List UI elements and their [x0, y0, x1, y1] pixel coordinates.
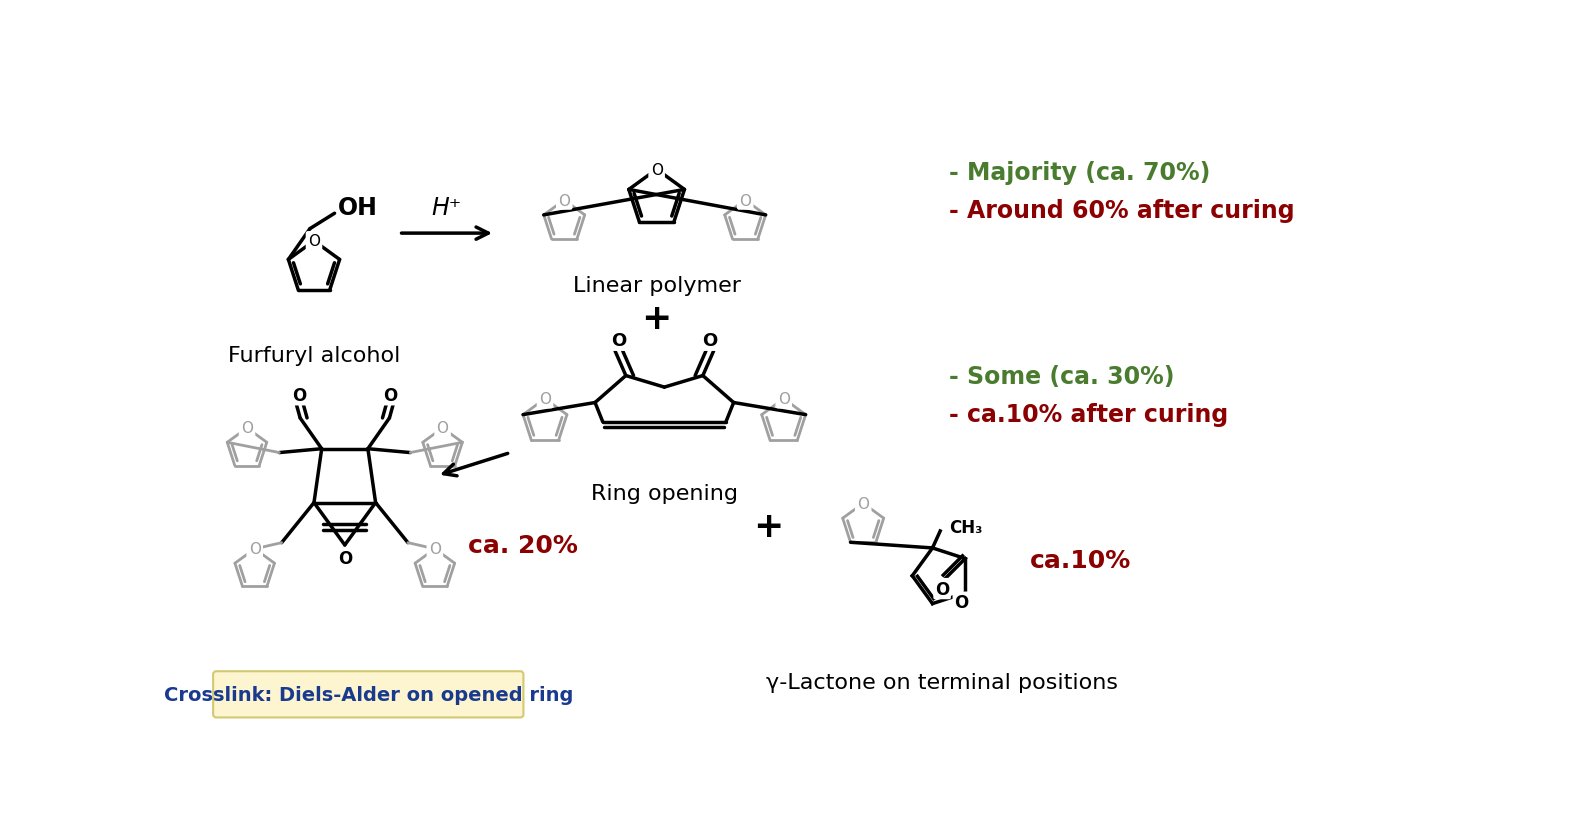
Text: O: O	[954, 594, 968, 611]
Text: O: O	[382, 386, 397, 404]
Text: ca.10%: ca.10%	[1030, 548, 1132, 572]
Text: O: O	[428, 542, 441, 557]
FancyBboxPatch shape	[213, 672, 524, 718]
Text: - Some (ca. 30%): - Some (ca. 30%)	[949, 364, 1174, 388]
Text: O: O	[249, 542, 260, 557]
Text: O: O	[611, 332, 627, 350]
Text: O: O	[241, 421, 252, 436]
Text: Furfuryl alcohol: Furfuryl alcohol	[229, 346, 400, 366]
Text: γ-Lactone on terminal positions: γ-Lactone on terminal positions	[765, 672, 1117, 692]
Text: O: O	[308, 234, 321, 249]
Text: O: O	[559, 194, 570, 208]
Text: O: O	[540, 392, 551, 407]
Text: - Majority (ca. 70%): - Majority (ca. 70%)	[949, 160, 1211, 184]
Text: Linear polymer: Linear polymer	[573, 276, 741, 296]
Text: +: +	[754, 509, 784, 543]
Text: O: O	[338, 549, 352, 567]
Text: O: O	[857, 496, 870, 511]
Text: +: +	[641, 302, 671, 336]
Text: OH: OH	[338, 196, 378, 220]
Text: O: O	[651, 162, 663, 178]
Text: Crosslink: Diels-Alder on opened ring: Crosslink: Diels-Alder on opened ring	[163, 685, 573, 704]
Text: H⁺: H⁺	[432, 196, 462, 220]
Text: Ring opening: Ring opening	[590, 484, 738, 504]
Text: O: O	[701, 332, 717, 350]
Text: O: O	[292, 386, 306, 404]
Text: O: O	[740, 194, 751, 208]
Text: O: O	[436, 421, 449, 436]
Text: - ca.10% after curing: - ca.10% after curing	[949, 403, 1228, 427]
Text: O: O	[935, 580, 949, 598]
Text: O: O	[778, 392, 790, 407]
Text: CH₃: CH₃	[949, 519, 982, 537]
Text: - Around 60% after curing: - Around 60% after curing	[949, 198, 1295, 222]
Text: ca. 20%: ca. 20%	[468, 533, 578, 557]
